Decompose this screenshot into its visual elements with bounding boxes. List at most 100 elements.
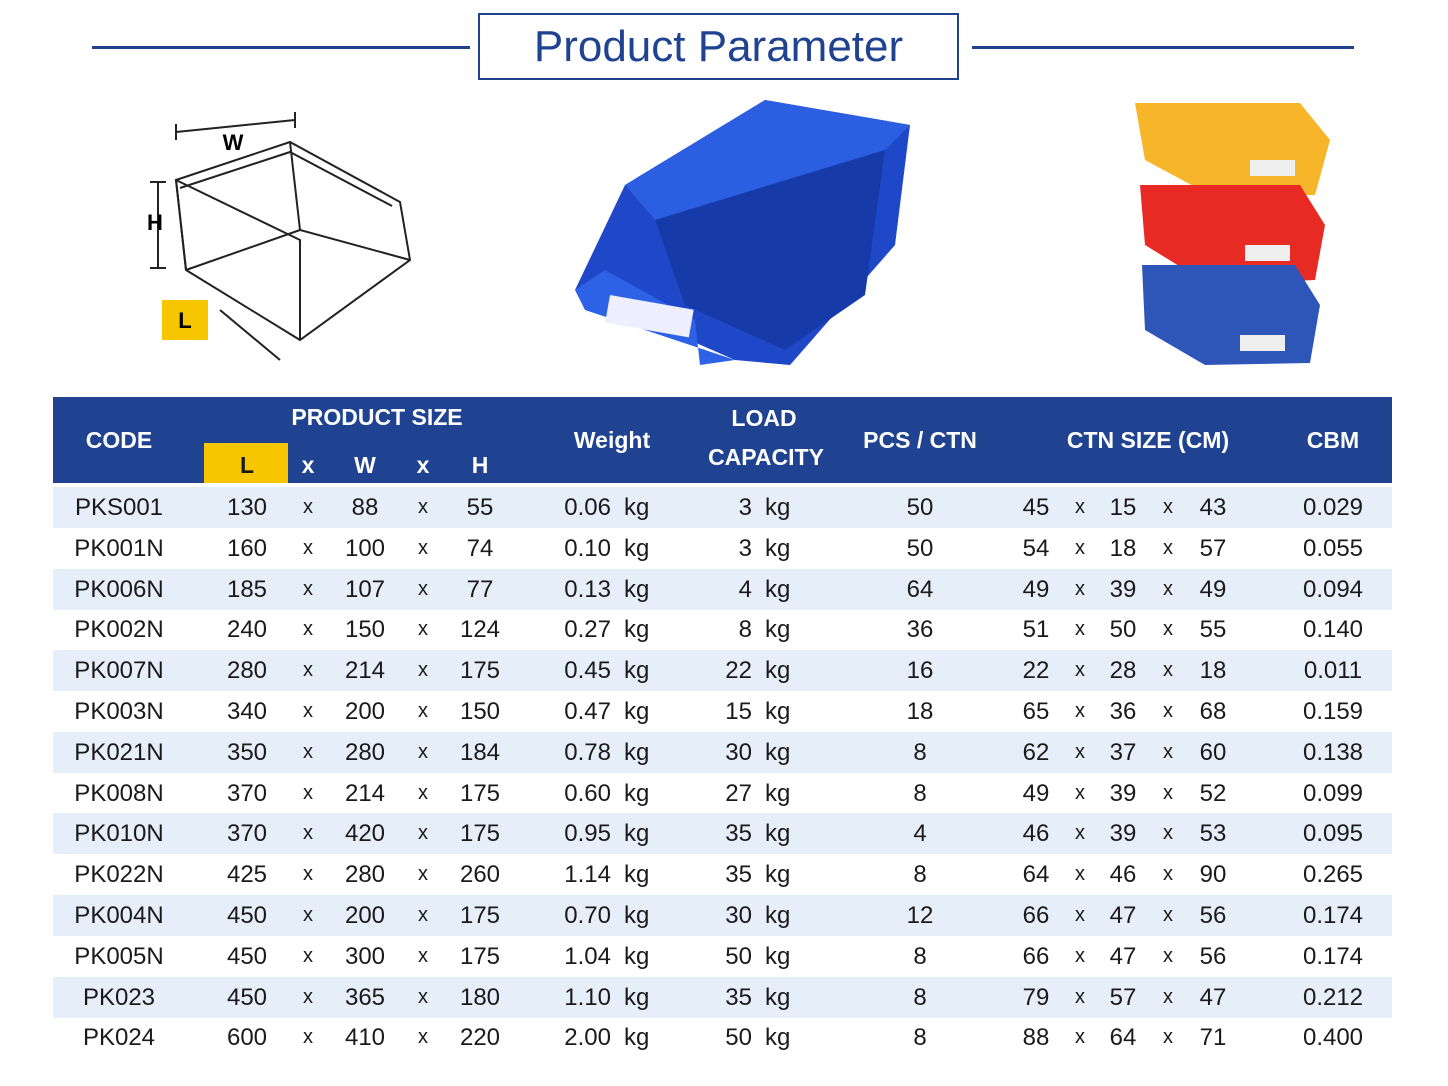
table-cell: 175	[459, 942, 501, 970]
table-cell: 56	[1199, 942, 1227, 970]
table-cell: PK006N	[74, 575, 164, 603]
table-cell: 60	[1199, 738, 1227, 766]
table-cell: 1.10	[564, 983, 611, 1011]
table-cell: 36	[906, 616, 934, 644]
table-cell: 43	[1199, 494, 1227, 521]
table-cell: 62	[1022, 738, 1050, 766]
table-cell: kg	[765, 738, 791, 766]
table-cell: x	[418, 781, 428, 804]
table-cell: x	[303, 985, 313, 1008]
table-row-band	[53, 568, 1392, 610]
table-cell: kg	[765, 902, 791, 929]
table-cell: x	[303, 863, 313, 886]
table-cell: 49	[1199, 575, 1227, 603]
table-cell: 260	[459, 861, 501, 889]
table-cell: x	[1075, 496, 1085, 518]
table-cell: x	[1075, 740, 1085, 763]
table-cell: 2.00	[564, 1024, 611, 1052]
table-cell: x	[1075, 985, 1085, 1008]
table-cell: x	[418, 740, 428, 763]
table-cell: 8	[913, 779, 927, 807]
table-cell: kg	[624, 616, 650, 644]
table-cell: kg	[765, 575, 791, 603]
table-cell: kg	[765, 534, 791, 562]
table-cell: 68	[1199, 698, 1227, 725]
table-cell: 28	[1109, 657, 1137, 685]
table-cell: kg	[624, 738, 650, 766]
table-cell: x	[418, 863, 428, 886]
column-header: Weight	[573, 427, 651, 453]
table-cell: 107	[344, 575, 386, 603]
table-cell: 0.140	[1302, 616, 1364, 644]
table-cell: 150	[459, 698, 501, 725]
table-cell: 8	[913, 942, 927, 970]
column-header: L	[239, 452, 255, 478]
table-cell: 410	[344, 1024, 386, 1052]
table-cell: 3	[738, 534, 752, 562]
table-row-band	[53, 487, 1392, 528]
table-cell: x	[1075, 863, 1085, 886]
table-cell: 47	[1109, 902, 1137, 929]
table-cell: 370	[226, 820, 268, 848]
table-cell: 8	[738, 616, 752, 644]
table-cell: x	[418, 700, 428, 722]
table-cell: 39	[1109, 575, 1137, 603]
height-label: H	[147, 210, 163, 235]
table-cell: 66	[1022, 942, 1050, 970]
table-cell: 0.78	[564, 738, 611, 766]
table-cell: x	[303, 740, 313, 763]
table-cell: PK010N	[74, 820, 164, 848]
table-cell: kg	[624, 1024, 650, 1052]
table-cell: 0.10	[564, 534, 611, 562]
table-cell: 280	[226, 657, 268, 685]
table-cell: kg	[624, 861, 650, 889]
table-cell: 0.099	[1302, 779, 1364, 807]
table-cell: x	[303, 822, 313, 845]
table-cell: x	[1163, 536, 1173, 559]
table-cell: 175	[459, 779, 501, 807]
table-cell: x	[1163, 700, 1173, 722]
table-cell: 8	[913, 983, 927, 1011]
title-rule	[972, 46, 1354, 49]
column-header: PRODUCT SIZE	[291, 404, 463, 430]
table-cell: 0.159	[1302, 698, 1364, 725]
table-cell: kg	[765, 983, 791, 1011]
table-cell: 88	[1022, 1024, 1050, 1052]
table-cell: kg	[765, 494, 791, 521]
table-cell: x	[303, 944, 313, 967]
table-cell: 49	[1022, 779, 1050, 807]
table-cell: 39	[1109, 779, 1137, 807]
table-cell: 50	[906, 534, 934, 562]
table-cell: 4	[913, 820, 927, 848]
table-cell: x	[1163, 944, 1173, 967]
table-cell: 0.055	[1302, 534, 1364, 562]
column-header: W	[354, 452, 376, 478]
table-cell: kg	[624, 820, 650, 848]
table-cell: x	[1163, 1026, 1173, 1049]
table-cell: 420	[344, 820, 386, 848]
table-cell: 8	[913, 1024, 927, 1052]
table-cell: 30	[725, 902, 752, 929]
table-cell: 55	[466, 494, 494, 521]
table-cell: 280	[344, 738, 386, 766]
table-cell: x	[1075, 904, 1085, 926]
table-cell: PK021N	[74, 738, 164, 766]
table-cell: 340	[226, 698, 268, 725]
table-cell: x	[1075, 781, 1085, 804]
table-cell: 124	[459, 616, 501, 644]
table-cell: 240	[226, 616, 268, 644]
column-header: CBM	[1306, 427, 1360, 453]
table-cell: kg	[624, 902, 650, 929]
table-cell: 74	[466, 534, 494, 562]
table-cell: 57	[1109, 983, 1137, 1011]
table-cell: x	[1075, 700, 1085, 722]
table-cell: PK001N	[74, 534, 164, 562]
table-cell: 3	[738, 494, 752, 521]
table-cell: 370	[226, 779, 268, 807]
table-cell: 22	[1022, 657, 1050, 685]
table-cell: 50	[906, 494, 934, 521]
table-cell: 16	[906, 657, 934, 685]
table-cell: kg	[624, 942, 650, 970]
column-header: CTN SIZE (CM)	[1066, 427, 1230, 453]
